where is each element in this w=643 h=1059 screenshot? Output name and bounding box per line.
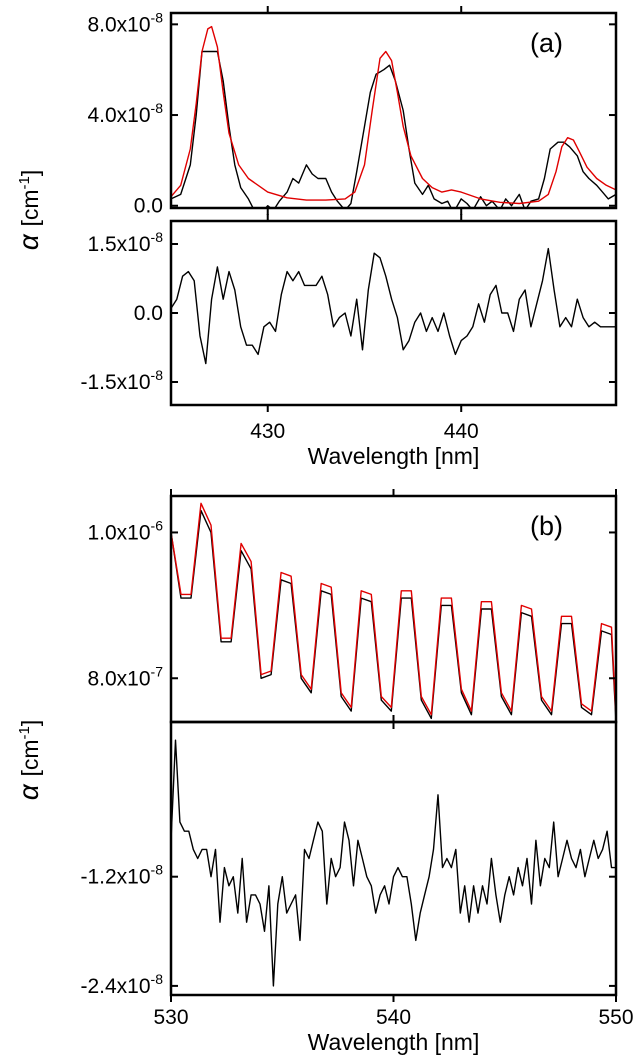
x-tick-label: 530 [153,1006,188,1029]
x-axis-title: Wavelength [nm] [308,443,480,469]
x-axis-title: Wavelength [nm] [308,1029,480,1055]
plot-frame-residual [169,720,618,997]
y-tick-label: 8.0x10-7 [87,663,163,690]
y-tick-label: 4.0x10-8 [87,100,163,127]
series-line-fit-fit [171,502,616,719]
y-tick-label: 0.0 [134,195,163,218]
y-tick-label: -1.2x10-8 [81,862,164,889]
y-tick-label: 1.0x10-6 [87,517,163,544]
plot-frame-residual [169,219,618,407]
y-tick-label: -1.5x10-8 [81,367,164,394]
panel-label: (b) [530,511,563,541]
plot-frame-fit [169,11,618,210]
panel-a: 0.0 4.0x10-8 8.0x10-8 -1.5x10-8 0.0 1.5x10-8 4… [13,6,618,469]
subplot-fit: 0.0 4.0x10-8 8.0x10-8 [87,6,618,218]
series-line-fit-measured [171,509,616,722]
x-tick-label: 430 [250,420,285,443]
y-axis-title: α [cm-1] [13,720,44,801]
y-axis-title: α [cm-1] [13,170,44,251]
panel-label: (a) [530,28,563,58]
y-tick-label: -2.4x10-8 [81,971,164,998]
subplot-residual: -1.5x10-8 0.0 1.5x10-8 [81,214,618,412]
series-line-fit-fit [171,25,616,205]
y-tick-label: 8.0x10-8 [87,9,163,36]
panel-b: 8.0x10-7 1.0x10-6 -2.4x10-8 -1.2x10-8 530 540… [13,489,634,1055]
y-tick-label: 0.0 [134,302,163,325]
subplot-residual: -2.4x10-8 -1.2x10-8 [81,715,618,1002]
series-line-residual-measured [171,739,616,987]
x-tick-label: 550 [598,1006,633,1029]
x-tick-label: 540 [376,1006,411,1029]
x-tick-label: 440 [444,420,479,443]
series-line-residual-measured [171,247,616,365]
y-tick-label: 1.5x10-8 [87,229,163,256]
